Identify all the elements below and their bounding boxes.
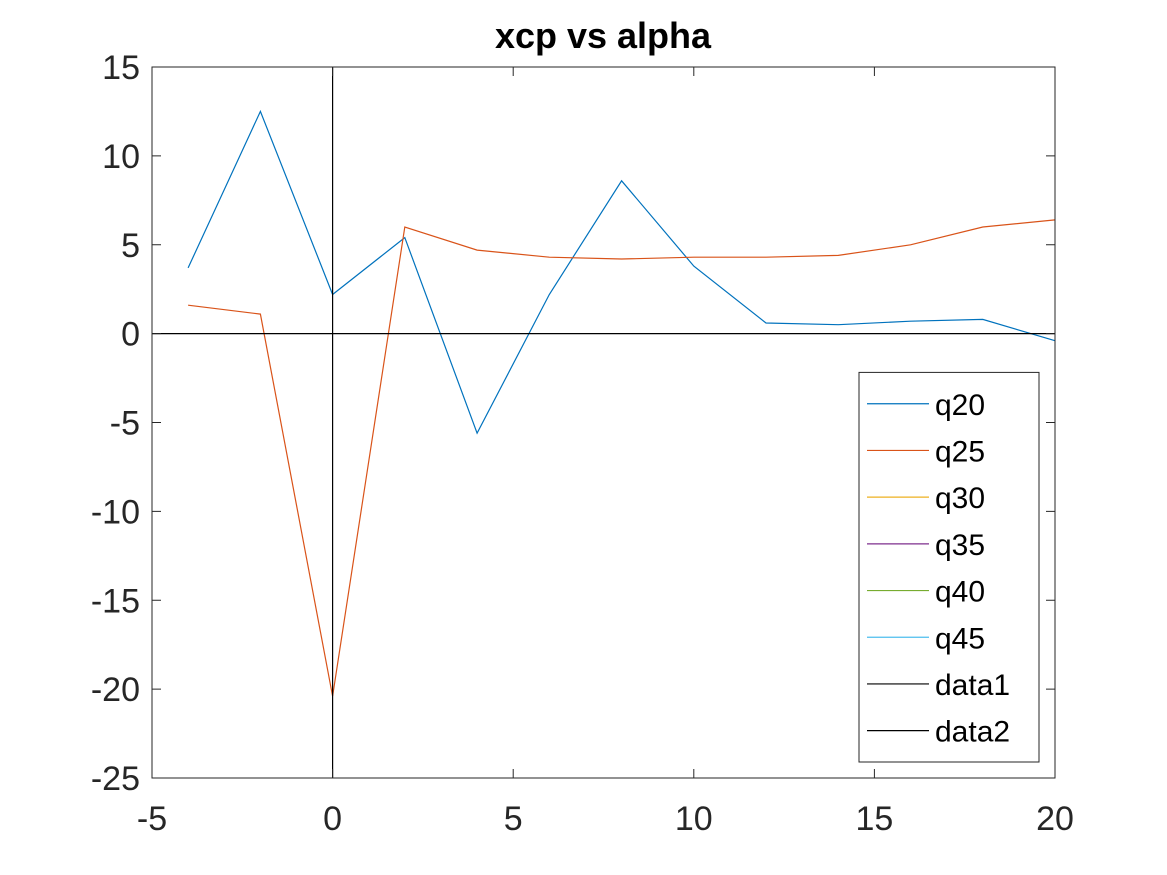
chart-title: xcp vs alpha: [495, 15, 712, 56]
y-tick-label: 10: [102, 138, 140, 176]
x-tick-label: -5: [137, 800, 167, 838]
x-tick-label: 5: [504, 800, 523, 838]
y-tick-label: 15: [102, 49, 140, 87]
y-tick-label: -5: [110, 405, 140, 443]
legend-label-data1: data1: [935, 669, 1010, 702]
legend: q20 q25 q30 q35 q40 q45 data1 data2: [858, 371, 1040, 763]
legend-label-q45: q45: [935, 622, 985, 655]
legend-label-q20: q20: [935, 389, 985, 422]
x-tick-label: 10: [675, 800, 713, 838]
y-tick-label: -25: [91, 760, 140, 798]
tick-layer: -5 0 5 10 15 20 15 10 5 0 -5 -10 -15 -20 -25: [91, 49, 1074, 838]
x-tick-label: 20: [1036, 800, 1074, 838]
legend-label-q40: q40: [935, 576, 985, 609]
series-layer: [152, 67, 1056, 778]
y-tick-label: -15: [91, 582, 140, 620]
legend-label-q35: q35: [935, 529, 985, 562]
legend-label-data2: data2: [935, 716, 1010, 749]
y-tick-label: -10: [91, 493, 140, 531]
legend-label-q30: q30: [935, 482, 985, 515]
x-tick-label: 0: [323, 800, 342, 838]
y-tick-label: -20: [91, 671, 140, 709]
legend-label-q25: q25: [935, 435, 985, 468]
x-tick-label: 15: [855, 800, 893, 838]
y-tick-label: 0: [121, 316, 140, 354]
legend-box: [858, 371, 1040, 763]
y-tick-label: 5: [121, 227, 140, 265]
